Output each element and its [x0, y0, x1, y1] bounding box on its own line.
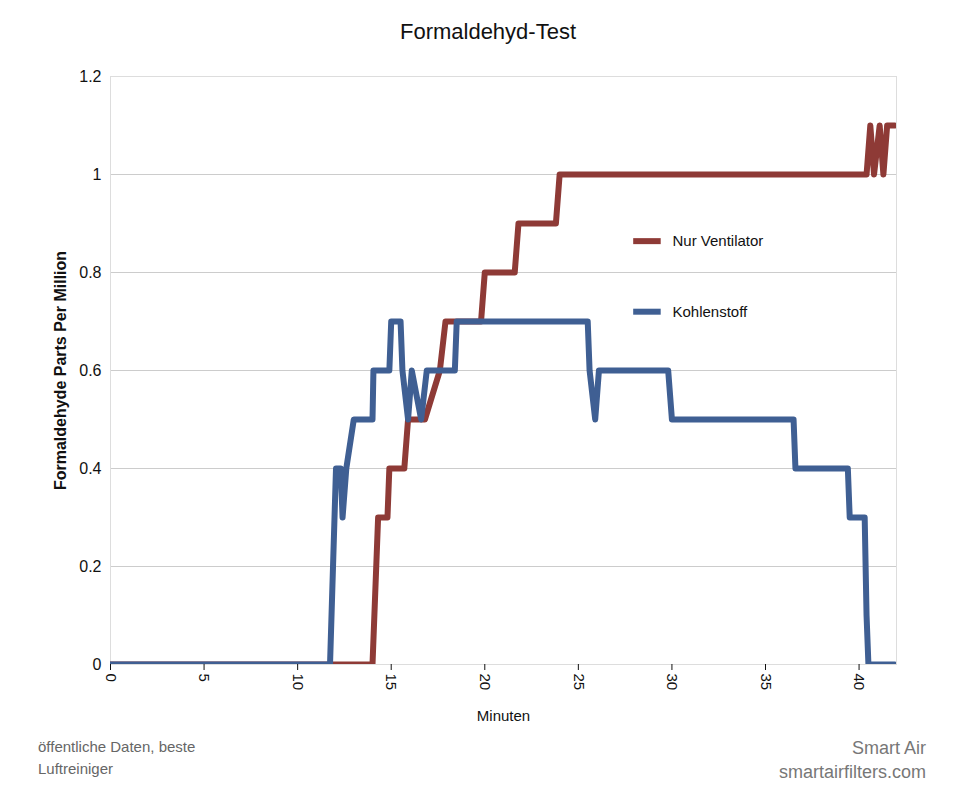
html-text:Formaldehyd-Test: Formaldehyd-Test: [400, 19, 576, 44]
svg-text:30: 30: [664, 674, 681, 691]
svg-text:20: 20: [477, 674, 494, 691]
svg-text:0.4: 0.4: [79, 460, 101, 477]
svg-text:15: 15: [383, 674, 400, 691]
svg-text:0.2: 0.2: [79, 558, 101, 575]
svg-text:35: 35: [758, 674, 775, 691]
svg-text:5: 5: [196, 674, 213, 682]
svg-text:1: 1: [93, 166, 102, 183]
svg-text:25: 25: [571, 674, 588, 691]
html-text:Smart Air: Smart Air: [852, 738, 926, 758]
svg-text:0: 0: [103, 674, 120, 682]
svg-text:1.2: 1.2: [79, 68, 101, 85]
html-text:öffentliche Daten, beste Luftr: öffentliche Daten, beste Luftreiniger: [38, 738, 196, 777]
svg-text:Nur Ventilator: Nur Ventilator: [672, 232, 763, 249]
svg-text:Kohlenstoff: Kohlenstoff: [672, 303, 748, 320]
html-text:smartairfilters.com: smartairfilters.com: [779, 762, 926, 782]
svg-text:Minuten: Minuten: [477, 707, 530, 724]
svg-text:40: 40: [851, 674, 868, 691]
svg-text:0.8: 0.8: [79, 264, 101, 281]
svg-text:0: 0: [93, 656, 102, 673]
svg-text:10: 10: [290, 674, 307, 691]
svg-text:Formaldehyde Parts Per Million: Formaldehyde Parts Per Million: [52, 251, 69, 490]
svg-text:0.6: 0.6: [79, 362, 101, 379]
